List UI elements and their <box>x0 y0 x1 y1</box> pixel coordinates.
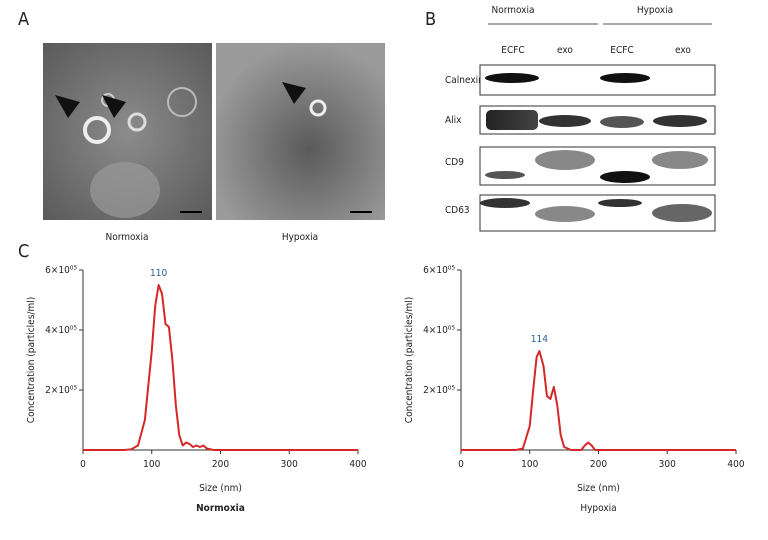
x-tick-label: 400 <box>727 459 744 470</box>
y-tick-label: 4×10⁰⁵ <box>423 325 455 336</box>
panel-label: A <box>18 9 29 30</box>
x-tick-label: 0 <box>458 459 464 470</box>
x-tick-label: 100 <box>143 459 160 470</box>
micrograph-hypoxia <box>216 43 385 220</box>
x-tick-label: 400 <box>349 459 366 470</box>
lane-label: exo <box>557 45 573 56</box>
marker-label: Calnexin <box>445 75 484 86</box>
chart-subtitle: Normoxia <box>196 503 245 514</box>
x-tick-label: 0 <box>80 459 86 470</box>
data-line <box>461 350 736 451</box>
marker-label: Alix <box>445 115 462 126</box>
blot-bands <box>480 73 712 222</box>
group-label: Hypoxia <box>637 5 673 16</box>
y-axis-label: Concentration (particles/ml) <box>404 297 415 423</box>
panel-label: C <box>18 241 29 262</box>
charts: 2×10⁰⁵ 4×10⁰⁵ 6×10⁰⁵ 0 100 200 300 400 Size (nm)… <box>26 265 745 514</box>
lane-label: ECFC <box>501 45 524 56</box>
data-line <box>83 284 358 451</box>
lane-label: ECFC <box>610 45 633 56</box>
x-tick-label: 300 <box>659 459 676 470</box>
y-tick-label: 2×10⁰⁵ <box>45 385 77 396</box>
x-axis-label: Size (nm) <box>577 483 620 494</box>
y-tick-label: 6×10⁰⁵ <box>45 265 77 276</box>
x-axis-label: Size (nm) <box>199 483 242 494</box>
image-caption: Normoxia <box>105 232 148 243</box>
y-axis-label: Concentration (particles/ml) <box>26 297 37 423</box>
group-label: Normoxia <box>491 5 534 16</box>
marker-label: CD63 <box>445 205 470 216</box>
lane-label: exo <box>675 45 691 56</box>
y-tick-label: 4×10⁰⁵ <box>45 325 77 336</box>
chart-subtitle: Hypoxia <box>580 503 616 514</box>
peak-label: 114 <box>531 334 548 345</box>
image-caption: Hypoxia <box>282 232 318 243</box>
marker-label: CD9 <box>445 157 464 168</box>
x-tick-label: 300 <box>281 459 298 470</box>
y-tick-label: 6×10⁰⁵ <box>423 265 455 276</box>
x-tick-label: 200 <box>590 459 607 470</box>
peak-label: 110 <box>150 268 167 279</box>
x-tick-label: 200 <box>212 459 229 470</box>
panel-label: B <box>425 9 436 30</box>
micrograph-normoxia <box>43 43 212 220</box>
x-tick-label: 100 <box>521 459 538 470</box>
y-tick-label: 2×10⁰⁵ <box>423 385 455 396</box>
